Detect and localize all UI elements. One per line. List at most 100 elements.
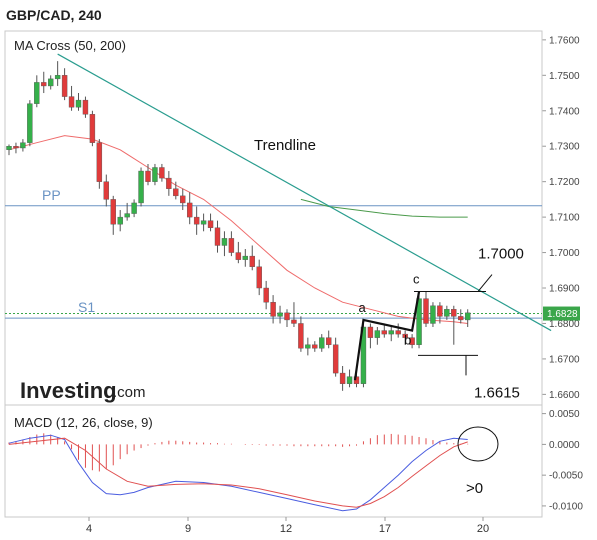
candle xyxy=(186,192,193,225)
macd-line xyxy=(8,434,468,512)
candle xyxy=(374,327,381,345)
candle-body xyxy=(326,337,332,345)
candle xyxy=(319,334,325,352)
abc-pattern-line xyxy=(353,291,421,381)
candle xyxy=(346,369,353,388)
candle-body xyxy=(235,252,242,260)
candle-body xyxy=(96,142,103,182)
macd-tick-label: 0.0000 xyxy=(549,440,580,451)
price-tag-label: 1.6828 xyxy=(547,309,578,320)
candle-body xyxy=(291,319,297,324)
macd-y-axis: 0.0050 0.0000 -0.0050 -0.0100 xyxy=(542,409,583,512)
candle xyxy=(291,302,297,328)
candle-body xyxy=(117,216,123,225)
candle-body xyxy=(305,344,311,349)
candle-body xyxy=(381,330,387,335)
x-tick-label: 4 xyxy=(86,523,92,535)
candle-body xyxy=(388,330,394,335)
y-tick-label: 1.6800 xyxy=(549,319,580,330)
candle xyxy=(96,139,103,189)
candle-body xyxy=(173,188,179,197)
macd-tick-label: 0.0050 xyxy=(549,409,580,420)
y-tick-label: 1.7400 xyxy=(549,106,580,117)
candle xyxy=(214,220,221,253)
y-tick-label: 1.7000 xyxy=(549,248,580,259)
candle xyxy=(235,241,242,264)
macd-histogram xyxy=(8,433,469,472)
x-tick-label: 12 xyxy=(280,523,292,535)
trendline-label: Trendline xyxy=(254,137,316,154)
y-tick-label: 1.7500 xyxy=(549,71,580,82)
x-tick-label: 9 xyxy=(185,523,191,535)
candle xyxy=(152,163,158,186)
pattern-point-a: a xyxy=(358,300,366,315)
candle xyxy=(124,202,130,221)
candle-body xyxy=(152,167,158,182)
candle xyxy=(41,71,47,94)
candle xyxy=(270,295,276,324)
candle-body xyxy=(402,333,408,338)
candle-body xyxy=(416,298,422,345)
y-tick-label: 1.7200 xyxy=(549,177,580,188)
candle-body xyxy=(374,330,381,338)
candle xyxy=(444,305,450,320)
candle-body xyxy=(75,99,82,108)
macd-lines xyxy=(8,434,468,512)
candle xyxy=(339,366,346,391)
candle xyxy=(332,337,339,377)
candle-body xyxy=(124,213,130,218)
candle-body xyxy=(423,298,429,324)
candle xyxy=(284,309,290,328)
candle xyxy=(228,231,235,257)
candle xyxy=(27,100,33,147)
logo-name: Investing xyxy=(20,378,117,403)
candle-body xyxy=(444,309,450,317)
candle-body xyxy=(298,323,304,349)
pattern-point-b: b xyxy=(404,333,411,348)
candle-body xyxy=(256,266,262,289)
candle xyxy=(409,334,415,349)
candle-body xyxy=(89,114,96,143)
candle xyxy=(312,341,318,352)
candle-body xyxy=(41,82,47,87)
candle xyxy=(263,280,269,310)
pivot-label: PP xyxy=(42,187,61,203)
candle xyxy=(416,291,422,349)
macd-annotation-label: >0 xyxy=(466,480,483,497)
candle-body xyxy=(61,75,68,97)
candle xyxy=(256,259,262,296)
candle-body xyxy=(193,216,200,225)
ma-50-line xyxy=(8,135,468,324)
candle xyxy=(173,181,179,200)
candle xyxy=(68,85,75,111)
candle xyxy=(465,309,471,328)
pattern-point-c: c xyxy=(413,272,420,287)
y-tick-label: 1.6900 xyxy=(549,284,580,295)
candle xyxy=(82,96,89,118)
price-y-axis: 1.7600 1.7500 1.7400 1.7300 1.7200 1.7100 1.70… xyxy=(541,31,580,517)
candle xyxy=(159,163,165,182)
candle-body xyxy=(131,202,137,214)
candle-body xyxy=(249,255,255,267)
macd-panel xyxy=(4,404,543,518)
macd-label: MACD (12, 26, close, 9) xyxy=(14,415,153,430)
candle xyxy=(423,291,429,328)
candle xyxy=(326,330,332,349)
candle-body xyxy=(458,316,464,321)
candle xyxy=(48,75,54,90)
candle xyxy=(221,231,228,257)
candle xyxy=(20,139,26,152)
candle-body xyxy=(332,344,339,374)
candle-body xyxy=(367,326,374,338)
candle-body xyxy=(346,376,353,384)
candle xyxy=(367,323,374,349)
candle xyxy=(6,144,12,156)
candle xyxy=(437,302,443,324)
candle xyxy=(117,210,123,232)
level-pointer-upper xyxy=(477,274,493,292)
candle-body xyxy=(263,287,269,303)
logo-suffix: .com xyxy=(113,384,146,401)
candle-body xyxy=(13,146,19,149)
y-tick-label: 1.6600 xyxy=(549,390,580,401)
